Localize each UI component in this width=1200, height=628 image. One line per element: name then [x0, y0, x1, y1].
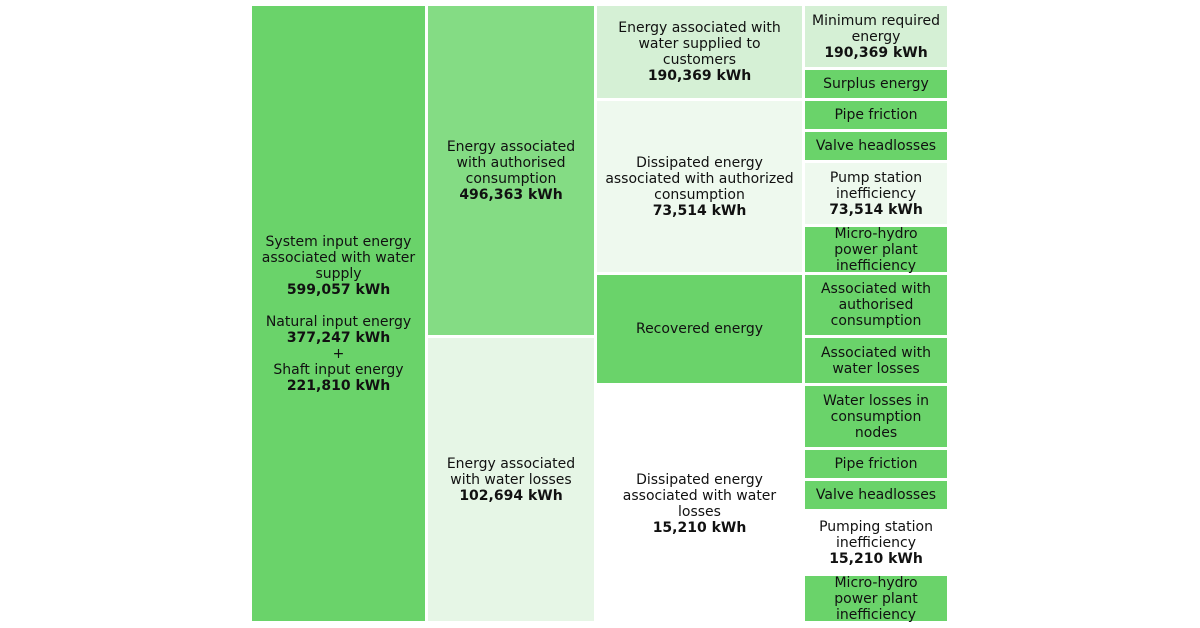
- surplus-energy-label: Surplus energy: [823, 76, 929, 92]
- recovered-losses-box: Associated with water losses: [805, 338, 947, 383]
- minimum-required-value: 190,369 kWh: [824, 44, 928, 61]
- dissipated-losses-label: Dissipated energy associated with water …: [622, 471, 777, 520]
- system-input-energy-box: System input energy associated with wate…: [252, 6, 425, 621]
- recovered-energy-box: Recovered energy: [597, 275, 802, 383]
- pump-station-inefficiency-box: Pump station inefficiency 73,514 kWh: [805, 163, 947, 224]
- valve-headlosses-authorised-box: Valve headlosses: [805, 132, 947, 160]
- pumping-station-inefficiency-value: 15,210 kWh: [829, 550, 923, 567]
- micro-hydro-losses-label: Micro-hydro power plant inefficiency: [834, 574, 918, 623]
- pump-station-inefficiency-label: Pump station inefficiency: [829, 169, 923, 202]
- water-losses-energy-box: Energy associated with water losses 102,…: [428, 338, 594, 621]
- valve-headlosses-losses-box: Valve headlosses: [805, 481, 947, 509]
- dissipated-authorised-label: Dissipated energy associated with author…: [605, 155, 794, 203]
- shaft-input-label: Shaft input energy: [273, 361, 404, 378]
- natural-input-value: 377,247 kWh: [286, 329, 391, 346]
- minimum-required-energy-box: Minimum required energy 190,369 kWh: [805, 6, 947, 67]
- recovered-energy-label: Recovered energy: [635, 321, 764, 337]
- pipe-friction-losses-box: Pipe friction: [805, 450, 947, 478]
- dissipated-authorised-value: 73,514 kWh: [652, 203, 747, 219]
- water-losses-label: Energy associated with water losses: [446, 455, 576, 488]
- pump-station-inefficiency-value: 73,514 kWh: [829, 201, 923, 218]
- pipe-friction-authorised-box: Pipe friction: [805, 101, 947, 129]
- pumping-station-inefficiency-box: Pumping station inefficiency 15,210 kWh: [805, 512, 947, 573]
- natural-input-label: Natural input energy: [265, 313, 412, 330]
- losses-consumption-nodes-label: Water losses in consumption nodes: [823, 392, 929, 441]
- dissipated-losses-energy-box: Dissipated energy associated with water …: [597, 386, 802, 621]
- surplus-energy-box: Surplus energy: [805, 70, 947, 98]
- system-input-value: 599,057 kWh: [286, 281, 391, 298]
- system-input-label: System input energy associated with wate…: [261, 233, 416, 282]
- authorised-consumption-value: 496,363 kWh: [459, 187, 563, 203]
- water-supplied-label: Energy associated with water supplied to…: [618, 20, 781, 68]
- valve-headlosses-authorised-label: Valve headlosses: [815, 138, 937, 154]
- water-losses-value: 102,694 kWh: [459, 487, 563, 504]
- water-supplied-value: 190,369 kWh: [647, 68, 752, 84]
- recovered-losses-label: Associated with water losses: [820, 344, 932, 377]
- minimum-required-label: Minimum required energy: [812, 12, 940, 45]
- valve-headlosses-losses-label: Valve headlosses: [815, 487, 937, 503]
- recovered-authorised-label: Associated with authorised consumption: [820, 281, 932, 329]
- pipe-friction-losses-label: Pipe friction: [834, 456, 918, 472]
- plus-sign: +: [332, 345, 345, 362]
- micro-hydro-authorised-box: Micro-hydro power plant inefficiency: [805, 225, 947, 274]
- pumping-station-inefficiency-label: Pumping station inefficiency: [819, 518, 933, 551]
- water-supplied-energy-box: Energy associated with water supplied to…: [597, 6, 802, 98]
- recovered-authorised-box: Associated with authorised consumption: [805, 275, 947, 335]
- pipe-friction-authorised-label: Pipe friction: [834, 107, 918, 123]
- micro-hydro-losses-box: Micro-hydro power plant inefficiency: [805, 574, 947, 623]
- dissipated-losses-value: 15,210 kWh: [652, 519, 747, 536]
- authorised-consumption-energy-box: Energy associated with authorised consum…: [428, 6, 594, 335]
- losses-consumption-nodes-box: Water losses in consumption nodes: [805, 386, 947, 447]
- dissipated-authorised-energy-box: Dissipated energy associated with author…: [597, 101, 802, 272]
- micro-hydro-authorised-label: Micro-hydro power plant inefficiency: [834, 225, 918, 274]
- shaft-input-value: 221,810 kWh: [286, 377, 391, 394]
- authorised-consumption-label: Energy associated with authorised consum…: [446, 139, 576, 187]
